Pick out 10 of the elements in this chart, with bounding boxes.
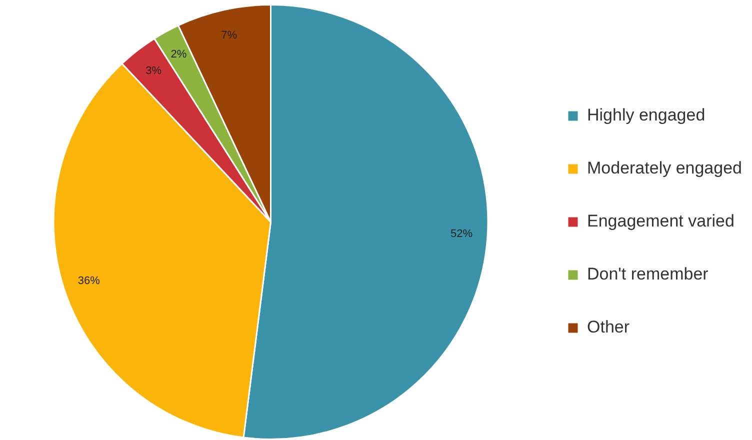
legend-label: Other <box>587 318 630 337</box>
data-label: 36% <box>78 275 100 288</box>
data-label: 52% <box>450 228 473 240</box>
data-label: 3% <box>146 64 162 77</box>
legend-label: Don't remember <box>587 264 709 284</box>
legend-label: Highly engaged <box>587 106 706 125</box>
data-label: 2% <box>170 48 187 60</box>
legend-label: Moderately engaged <box>587 158 742 178</box>
data-label: 7% <box>221 29 238 42</box>
legend-label: Engagement varied <box>587 212 734 231</box>
